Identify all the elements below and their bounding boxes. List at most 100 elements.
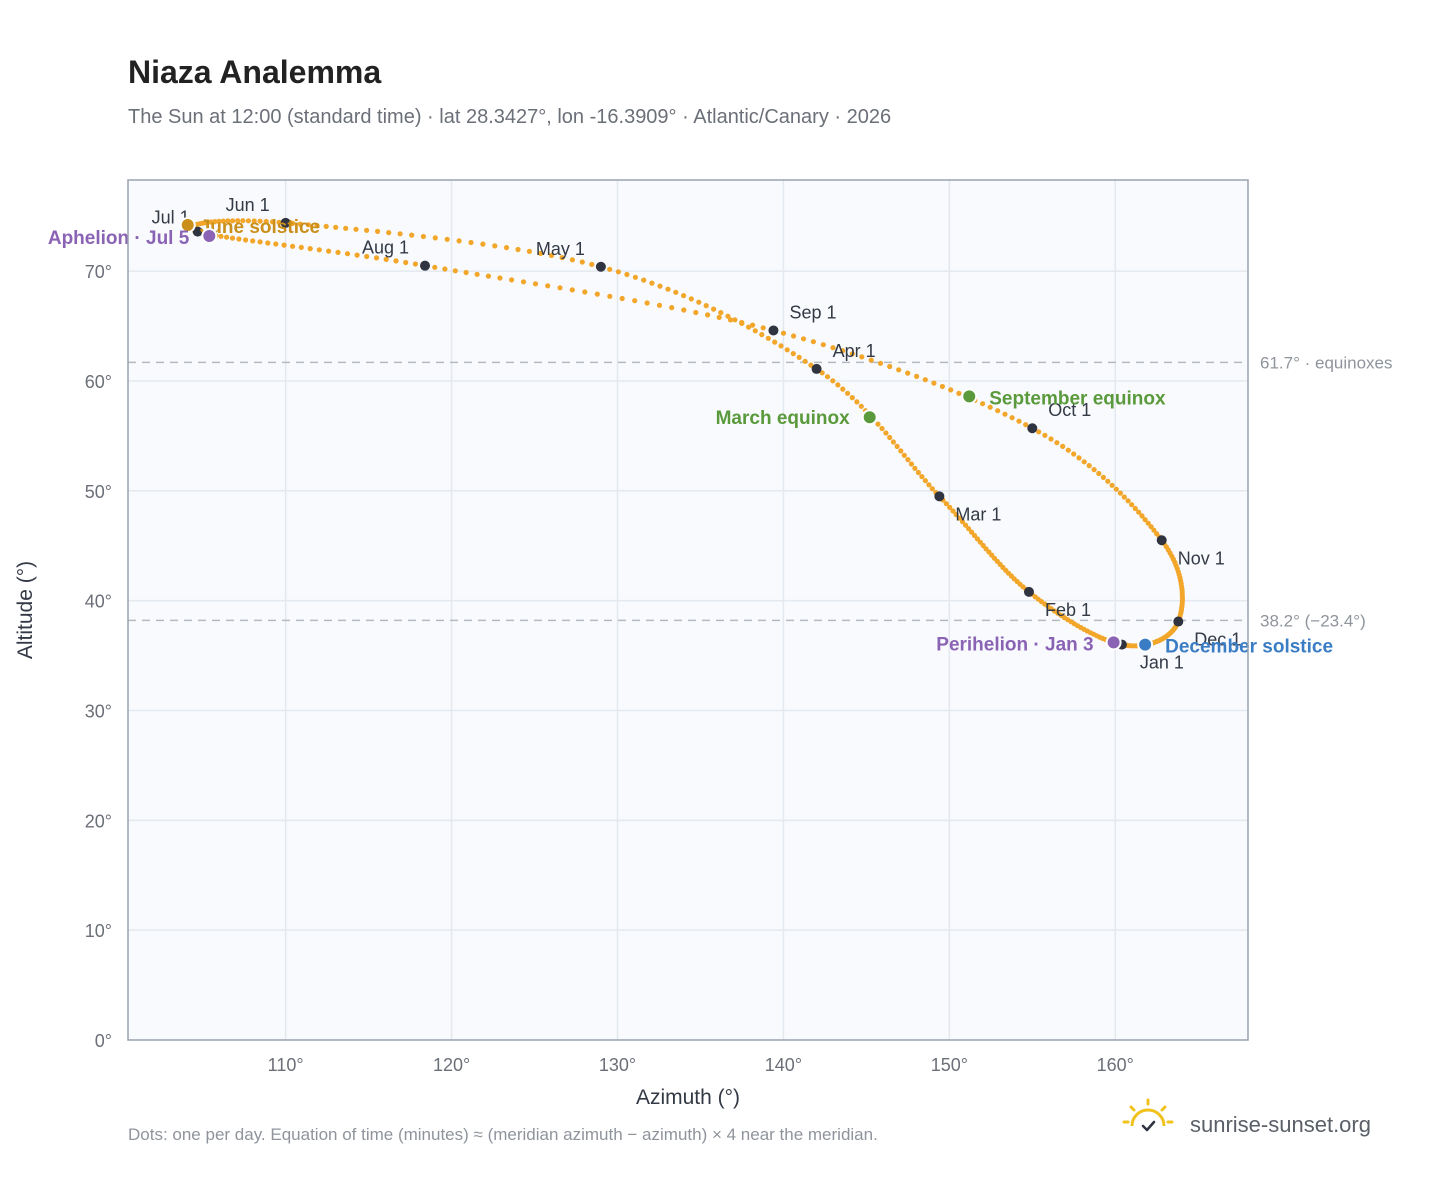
month-label: Aug 1: [362, 238, 409, 258]
y-tick-label: 40°: [85, 592, 112, 612]
daily-dot: [589, 261, 595, 267]
daily-dot: [632, 298, 638, 304]
grid-lines: [128, 180, 1248, 1040]
daily-dot: [905, 370, 911, 376]
month-marker: [1027, 423, 1038, 434]
y-tick-label: 10°: [85, 921, 112, 941]
event-label: Perihelion · Jan 3: [936, 634, 1093, 655]
daily-dot: [420, 233, 426, 240]
reference-line-label: 38.2° (−23.4°): [1260, 611, 1366, 630]
daily-dot: [503, 245, 510, 251]
daily-dot: [409, 232, 415, 238]
month-marker: [192, 226, 203, 237]
reference-line-label: 61.7° · equinoxes: [1260, 353, 1393, 372]
y-tick-label: 60°: [85, 372, 112, 392]
daily-dot: [772, 339, 778, 345]
daily-dot: [1142, 517, 1148, 523]
daily-dot: [335, 249, 341, 255]
daily-dot: [1054, 440, 1060, 446]
daily-dot: [216, 218, 222, 224]
daily-dot: [1071, 451, 1077, 457]
daily-dot: [849, 351, 855, 357]
daily-dot: [830, 378, 836, 384]
daily-dot: [716, 314, 722, 320]
daily-dot: [901, 452, 907, 458]
daily-dot: [656, 302, 663, 308]
x-tick-label: 150°: [931, 1055, 968, 1075]
daily-dot: [1100, 474, 1106, 480]
month-label: Jan 1: [1140, 653, 1184, 673]
daily-dot: [890, 439, 897, 445]
daily-dot: [969, 529, 975, 535]
daily-dot: [963, 522, 969, 528]
event-marker: [961, 388, 978, 405]
brand-name: sunrise-sunset.org: [1190, 1112, 1371, 1137]
event-label: March equinox: [716, 408, 851, 429]
daily-dot: [1129, 502, 1135, 508]
daily-dot: [624, 271, 630, 278]
daily-dot: [877, 360, 884, 366]
daily-dot: [914, 373, 920, 379]
month-label: May 1: [536, 239, 585, 259]
month-marker: [1023, 586, 1034, 597]
daily-dot: [240, 218, 246, 224]
month-marker: [811, 363, 822, 374]
daily-dot: [364, 253, 370, 260]
daily-dot: [615, 269, 622, 275]
daily-dot: [703, 303, 709, 309]
daily-dot: [824, 374, 831, 380]
daily-dot: [474, 271, 480, 277]
daily-dot: [515, 246, 521, 253]
month-label: Feb 1: [1045, 600, 1091, 620]
daily-dot: [929, 486, 935, 492]
daily-dot: [830, 345, 836, 351]
month-label: Oct 1: [1048, 400, 1091, 420]
daily-dot: [859, 354, 865, 360]
daily-dot: [995, 408, 1001, 414]
y-tick-label: 50°: [85, 482, 112, 502]
daily-dot: [257, 239, 263, 245]
daily-dot: [905, 457, 911, 463]
daily-dot: [485, 273, 491, 279]
daily-dot: [950, 508, 956, 514]
event-markers: June solstice December solstice March equi…: [48, 217, 1333, 658]
daily-dot: [796, 354, 802, 360]
daily-dot: [948, 387, 954, 393]
daily-dot: [230, 218, 236, 224]
plot-area: [128, 180, 1248, 1040]
daily-dot: [298, 244, 304, 250]
daily-dot: [619, 295, 625, 302]
daily-dot: [456, 238, 462, 244]
y-tick-label: 30°: [85, 701, 112, 721]
footnote: Dots: one per day. Equation of time (min…: [128, 1125, 878, 1144]
daily-dot: [548, 252, 555, 259]
daily-dot: [569, 287, 575, 293]
daily-dot: [354, 252, 360, 258]
daily-dot: [1139, 513, 1145, 519]
daily-dot: [375, 228, 381, 234]
daily-dot: [545, 283, 551, 289]
daily-dot: [915, 469, 922, 476]
daily-dot: [887, 434, 893, 441]
daily-dot: [1060, 443, 1066, 449]
daily-dot: [696, 299, 702, 305]
daily-dot: [269, 219, 276, 225]
daily-dot: [1086, 463, 1092, 469]
daily-dot: [229, 235, 236, 241]
daily-dot: [393, 258, 399, 264]
x-tick-label: 160°: [1097, 1055, 1134, 1075]
daily-dot: [1016, 418, 1022, 424]
daily-dot: [307, 246, 313, 252]
x-tick-label: 110°: [268, 1055, 304, 1075]
daily-dot: [220, 218, 226, 224]
daily-dot: [468, 239, 474, 246]
event-marker: [861, 409, 878, 426]
daily-dot: [257, 218, 263, 224]
daily-dot: [265, 240, 271, 246]
daily-dot: [273, 241, 279, 247]
daily-dot: [790, 351, 796, 357]
daily-dot: [353, 226, 359, 232]
month-label: Jun 1: [226, 195, 270, 215]
daily-dot: [800, 336, 807, 342]
